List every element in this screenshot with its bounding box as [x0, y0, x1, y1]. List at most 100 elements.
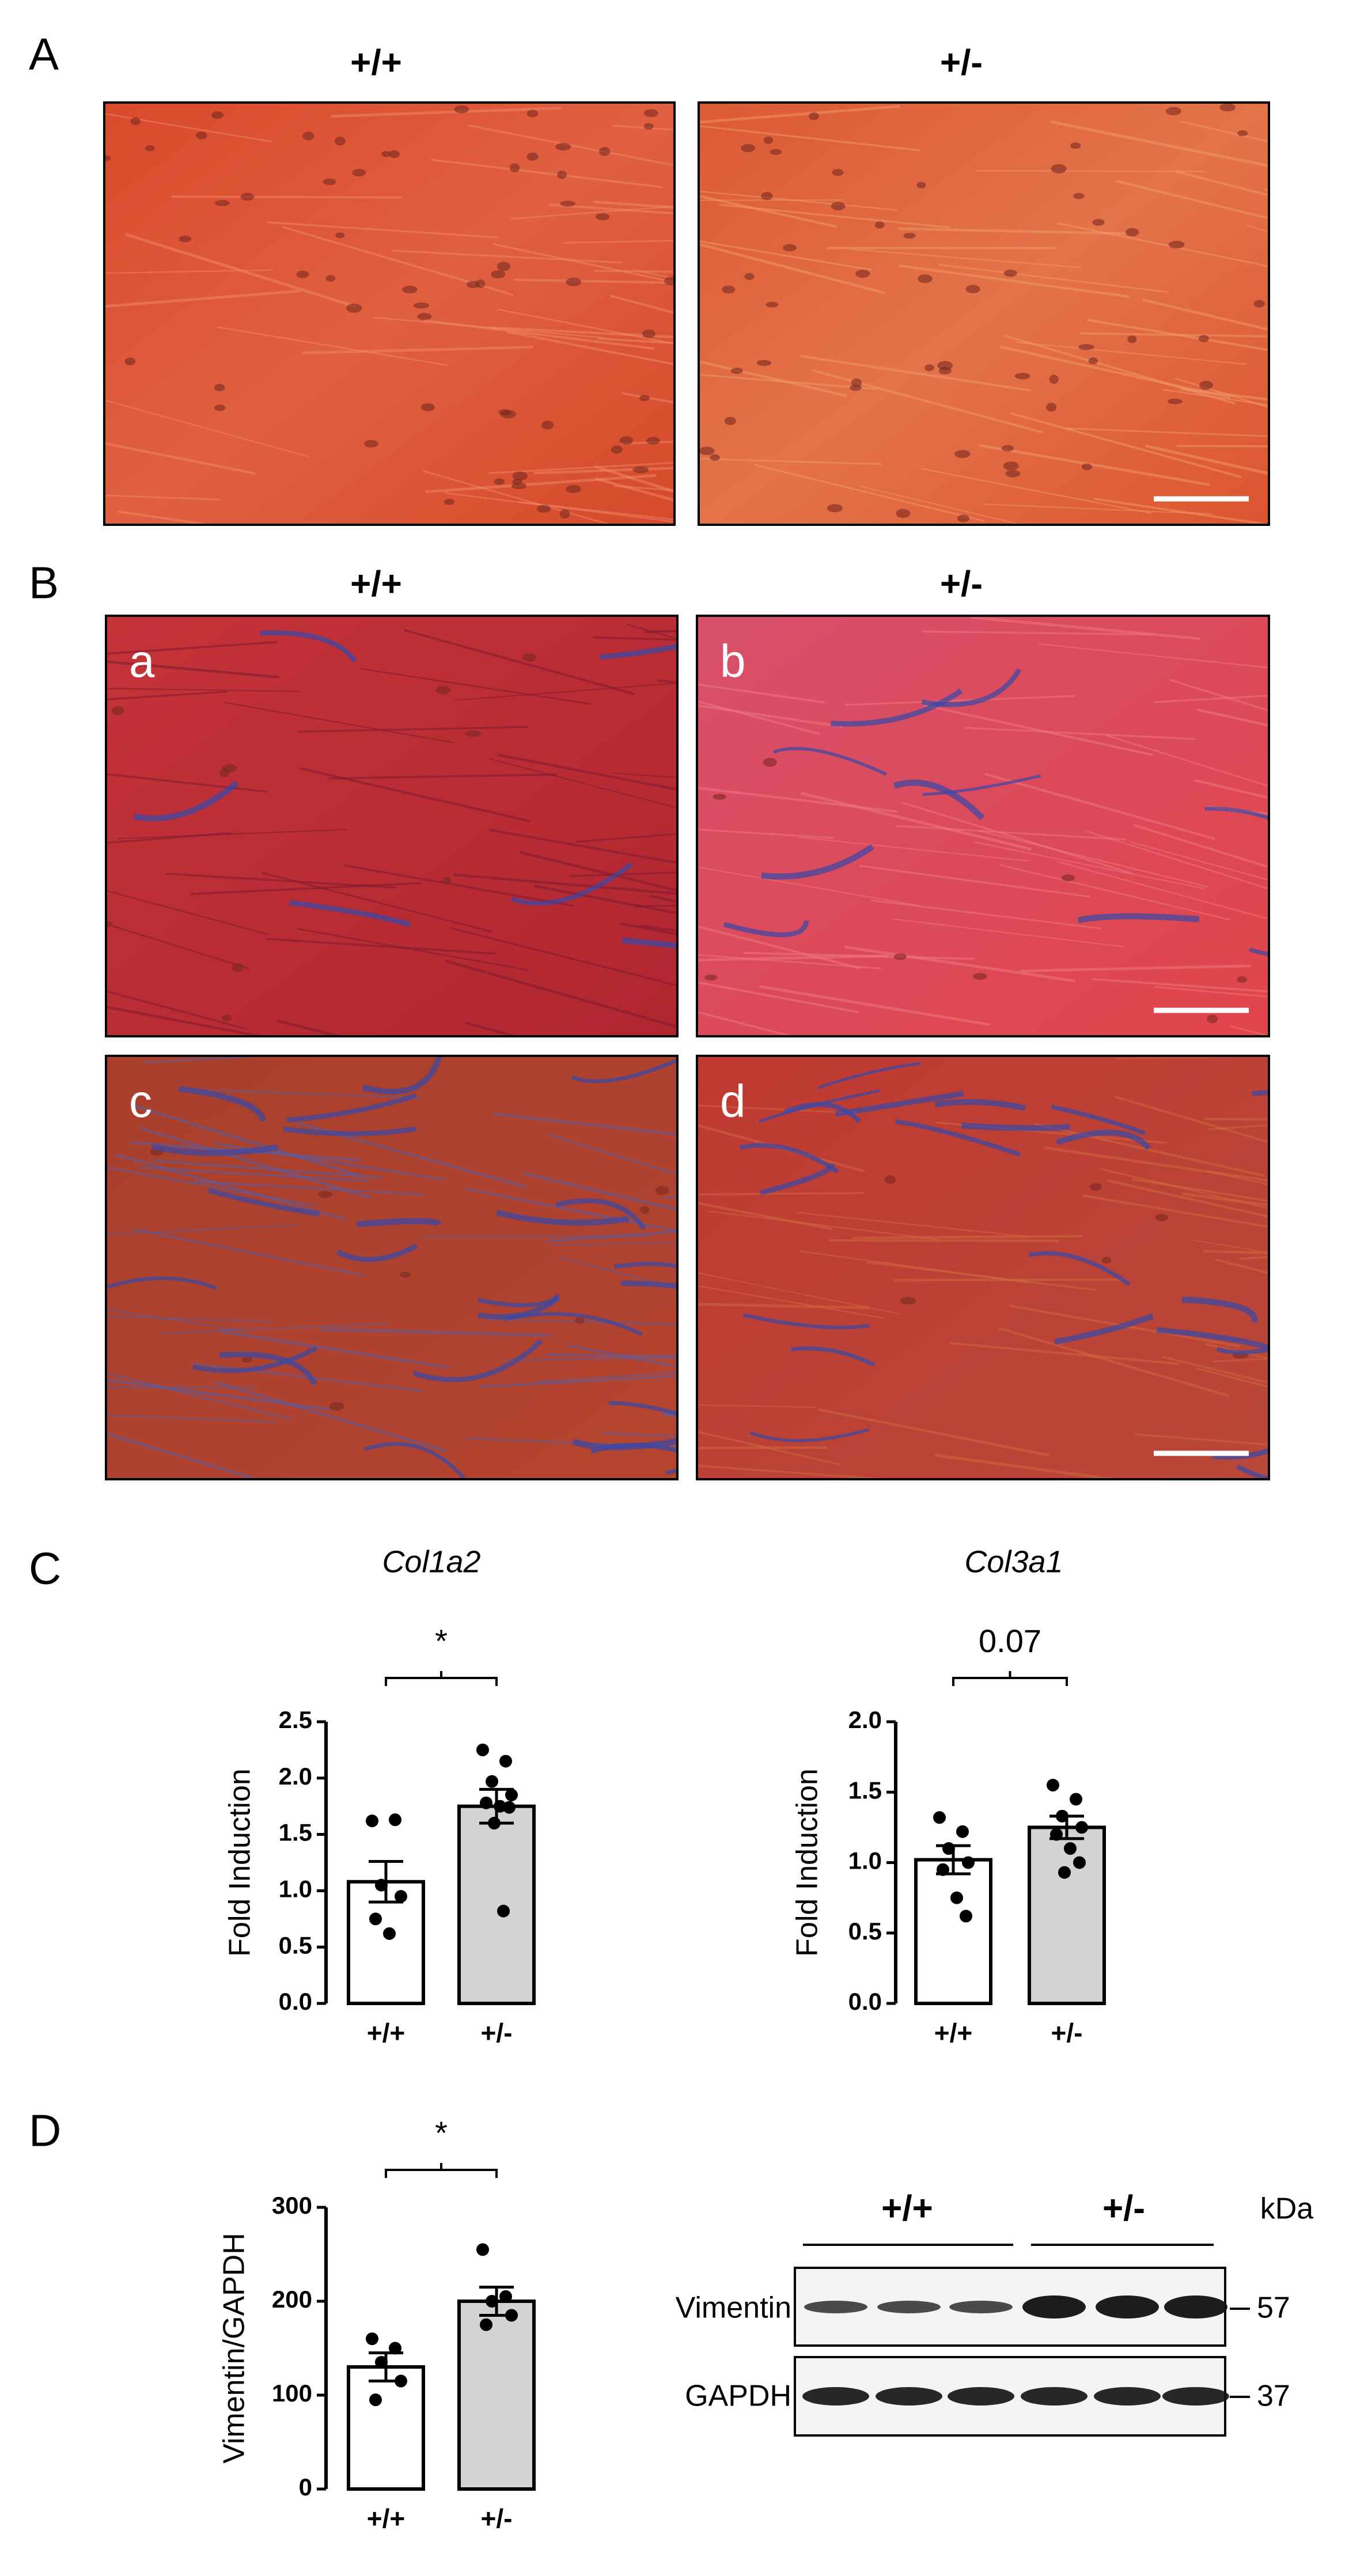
nucleus — [323, 178, 336, 185]
image-label: d — [720, 1075, 746, 1127]
collagen — [336, 1243, 418, 1263]
fiber — [699, 195, 837, 228]
fiber — [575, 833, 677, 843]
data-point — [375, 1878, 388, 1892]
collagen — [219, 1351, 317, 1386]
fiber — [510, 205, 674, 220]
fiber — [497, 308, 674, 345]
collagen — [1216, 1347, 1269, 1355]
nucleus — [444, 498, 455, 505]
fiber — [489, 828, 677, 865]
fiber — [423, 319, 655, 350]
fiber — [593, 200, 674, 209]
fiber — [595, 477, 674, 502]
collagen — [178, 1086, 266, 1122]
image-frame — [103, 101, 676, 526]
fiber — [1142, 298, 1269, 331]
fiber — [964, 726, 1195, 740]
nucleus — [232, 963, 244, 972]
fiber — [165, 873, 397, 889]
nucleus — [965, 285, 980, 294]
y-axis-label: Fold Induction — [223, 1768, 257, 1957]
fiber — [938, 263, 1169, 293]
fiber — [106, 889, 269, 935]
tissue-bg — [697, 1056, 1269, 1479]
fiber — [697, 954, 888, 962]
nucleus — [713, 794, 726, 800]
data-point — [505, 1789, 518, 1802]
fiber — [893, 1278, 1124, 1282]
collagen — [1251, 1090, 1269, 1097]
fiber — [1038, 643, 1269, 669]
fiber — [489, 758, 677, 809]
nucleus — [491, 270, 506, 279]
data-point — [503, 1801, 516, 1814]
nucleus — [640, 1206, 650, 1214]
nucleus — [512, 471, 528, 481]
fiber — [159, 1323, 391, 1334]
fiber — [133, 1228, 365, 1276]
nucleus — [221, 1014, 232, 1021]
nucleus — [744, 273, 755, 280]
nucleus — [1127, 335, 1137, 343]
nucleus — [241, 1357, 253, 1363]
nucleus — [874, 221, 885, 229]
fiber — [597, 337, 674, 344]
panel-label: A — [29, 29, 59, 79]
fiber — [1015, 341, 1246, 365]
nucleus — [1237, 130, 1248, 137]
fiber — [568, 1344, 677, 1368]
fiber — [1207, 1170, 1269, 1185]
column-header: +/- — [940, 564, 983, 604]
significance-bracket — [385, 1671, 498, 1686]
fiber — [548, 203, 674, 215]
fiber — [330, 107, 561, 118]
fiber — [569, 871, 677, 877]
fiber — [697, 1192, 865, 1196]
band — [802, 2387, 869, 2405]
fiber — [425, 473, 657, 494]
fiber — [622, 392, 674, 404]
nucleus — [1051, 164, 1067, 173]
nucleus — [896, 509, 911, 518]
fiber — [118, 510, 217, 525]
fiber — [104, 113, 272, 143]
blot-size: 37 — [1257, 2380, 1290, 2413]
fiber — [1033, 1122, 1265, 1177]
data-point — [395, 2374, 407, 2388]
y-tick-label: 1.0 — [279, 1875, 312, 1902]
nucleus — [710, 454, 720, 461]
nucleus — [1088, 357, 1098, 365]
nucleus — [619, 436, 634, 445]
data-point — [486, 2295, 498, 2308]
fiber — [901, 801, 1133, 875]
collagen — [1056, 1130, 1151, 1150]
fiber — [800, 791, 1032, 851]
data-point — [950, 1891, 963, 1904]
nucleus — [831, 202, 846, 211]
x-tick-label: +/- — [481, 2018, 513, 2048]
fiber — [106, 1414, 278, 1423]
nucleus — [1155, 1214, 1169, 1221]
fiber — [431, 158, 662, 188]
significance-label: 0.07 — [979, 1623, 1041, 1659]
fiber — [1196, 708, 1269, 727]
collagen — [1156, 1327, 1269, 1351]
fiber — [1196, 1367, 1269, 1388]
blot-unit: kDa — [1260, 2192, 1314, 2226]
data-point — [1047, 1779, 1059, 1792]
nucleus — [402, 286, 418, 294]
nucleus — [1003, 461, 1019, 471]
fiber — [300, 767, 531, 823]
y-tick-label: 2.5 — [279, 1706, 312, 1733]
y-tick-label: 1.5 — [848, 1776, 882, 1804]
fiber — [106, 1316, 273, 1323]
fiber — [859, 485, 1025, 525]
fiber — [895, 825, 1127, 840]
fiber — [699, 240, 873, 271]
fiber — [1191, 1239, 1269, 1253]
fiber — [1208, 1124, 1269, 1131]
fiber — [106, 990, 247, 1030]
nucleus — [972, 973, 987, 980]
fiber — [465, 1021, 520, 1036]
